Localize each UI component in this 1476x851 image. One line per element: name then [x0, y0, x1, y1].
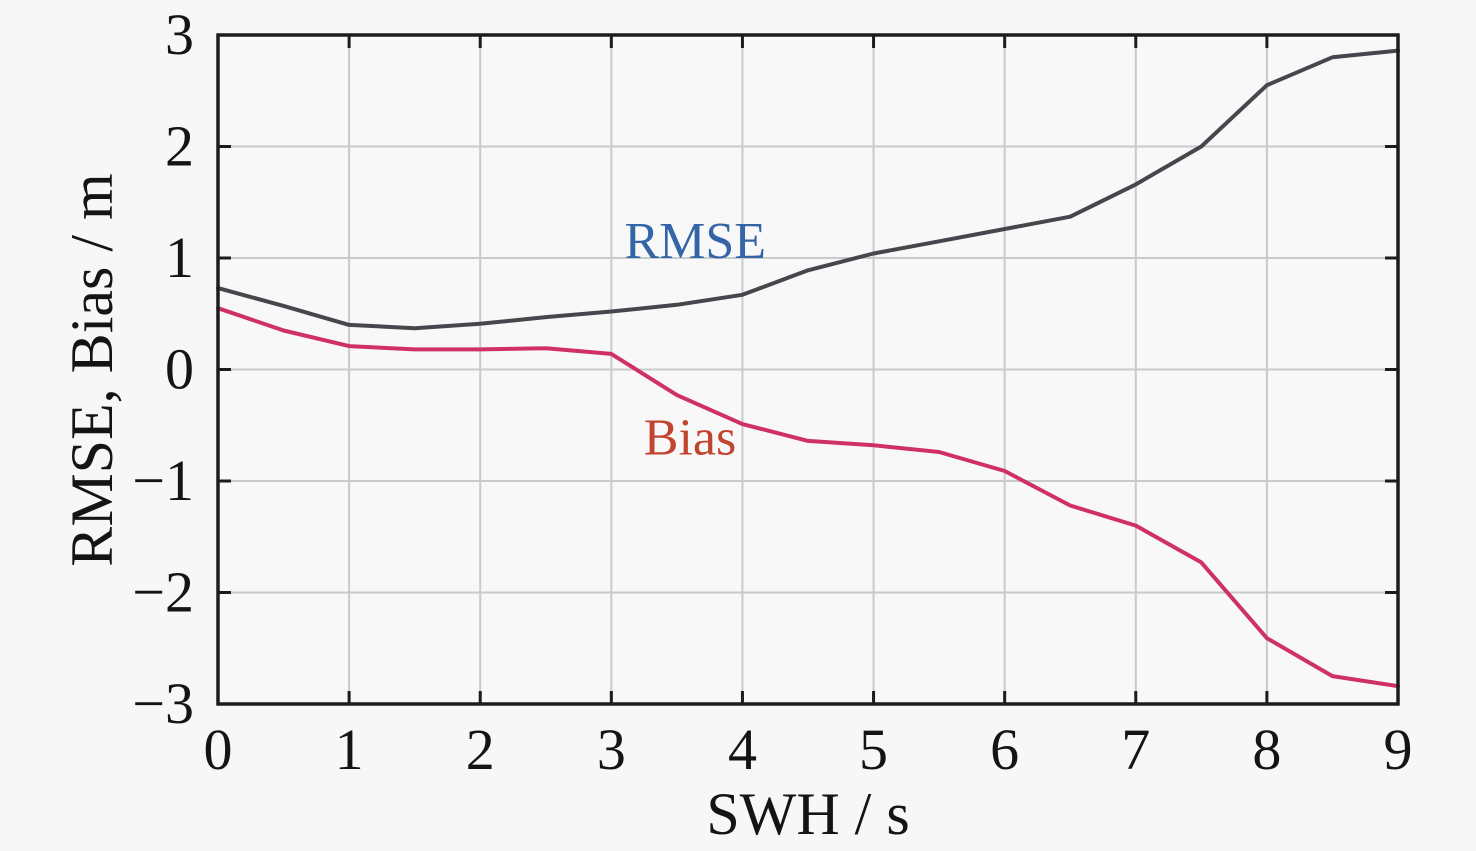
y-tick-label: 3 [165, 2, 194, 67]
x-tick-label: 3 [597, 717, 626, 782]
y-tick-label: 0 [165, 337, 194, 402]
x-tick-label: 8 [1252, 717, 1281, 782]
x-tick-label: 6 [990, 717, 1019, 782]
y-tick-label: −1 [132, 448, 194, 513]
bias-line [216, 306, 1400, 689]
x-tick-label: 9 [1384, 717, 1413, 782]
x-tick-label: 5 [859, 717, 888, 782]
x-axis-label: SWH / s [706, 781, 910, 847]
y-tick-label: 1 [165, 225, 194, 290]
y-tick-label: −3 [132, 671, 194, 736]
x-tick-label: 4 [728, 717, 757, 782]
plot-border [216, 33, 1400, 706]
y-tick-label: −2 [132, 560, 194, 625]
x-tick-label: 1 [335, 717, 364, 782]
x-tick-label: 0 [204, 717, 233, 782]
x-tick-label: 2 [466, 717, 495, 782]
y-axis-label: RMSE, Bias / m [59, 173, 125, 567]
rmse-line [216, 48, 1400, 331]
x-tick-label: 7 [1121, 717, 1150, 782]
y-tick-label: 2 [165, 114, 194, 179]
bias-series-label: Bias [644, 409, 736, 466]
rmse-series-label: RMSE [624, 213, 766, 270]
